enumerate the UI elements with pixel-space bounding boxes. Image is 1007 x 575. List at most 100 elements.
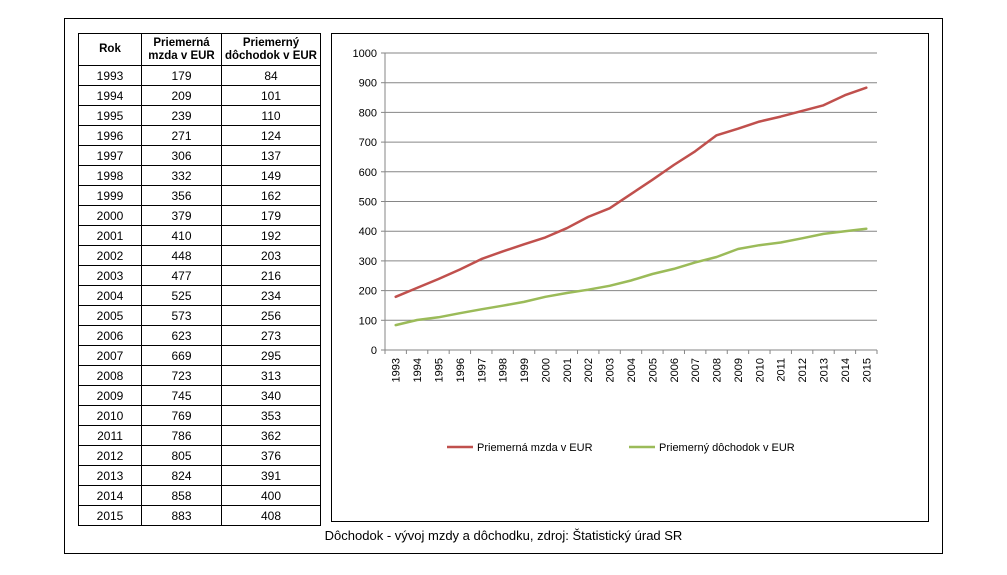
x-tick-label: 1994: [412, 358, 424, 382]
wage-cell: 379: [141, 205, 222, 226]
table-row: 2012 805 376: [78, 445, 321, 466]
header-pension: Priemerný dôchodok v EUR: [221, 33, 321, 66]
x-tick-label: 1997: [476, 358, 488, 382]
year-cell: 2003: [78, 265, 142, 286]
wage-cell: 271: [141, 125, 222, 146]
pension-cell: 376: [221, 445, 321, 466]
wage-cell: 769: [141, 405, 222, 426]
year-cell: 2006: [78, 325, 142, 346]
table-row: 1999 356 162: [78, 185, 321, 206]
pension-cell: 203: [221, 245, 321, 266]
pension-cell: 216: [221, 265, 321, 286]
y-tick-label: 500: [359, 197, 377, 209]
wage-cell: 306: [141, 145, 222, 166]
year-cell: 2012: [78, 445, 142, 466]
x-tick-label: 1993: [391, 358, 403, 382]
wage-cell: 477: [141, 265, 222, 286]
wage-cell: 525: [141, 285, 222, 306]
table-row: 2004 525 234: [78, 285, 321, 306]
pension-cell: 313: [221, 365, 321, 386]
table-row: 2006 623 273: [78, 325, 321, 346]
pension-cell: 124: [221, 125, 321, 146]
x-tick-label: 2007: [690, 358, 702, 382]
data-table: Rok Priemerná mzda v EUR Priemerný dôcho…: [78, 33, 321, 526]
table-row: 2008 723 313: [78, 365, 321, 386]
pension-cell: 353: [221, 405, 321, 426]
figure-caption: Dôchodok - vývoj mzdy a dôchodku, zdroj:…: [324, 528, 683, 543]
year-cell: 2004: [78, 285, 142, 306]
figure-frame: [64, 18, 943, 554]
pension-cell: 408: [221, 505, 321, 526]
x-tick-label: 2000: [540, 358, 552, 382]
x-tick-label: 2013: [819, 358, 831, 382]
pension-cell: 295: [221, 345, 321, 366]
wage-cell: 573: [141, 305, 222, 326]
x-tick-label: 2006: [669, 358, 681, 382]
pension-cell: 149: [221, 165, 321, 186]
x-tick-label: 2011: [776, 358, 788, 382]
chart-svg: 0 100 200 300 400 500 600 700 800 900 1000 1993 1994…: [353, 48, 878, 454]
year-cell: 1998: [78, 165, 142, 186]
table-row: 1997 306 137: [78, 145, 321, 166]
pension-cell: 273: [221, 325, 321, 346]
x-tick-label: 1996: [455, 358, 467, 382]
pension-cell: 400: [221, 485, 321, 506]
table-row: 2001 410 192: [78, 225, 321, 246]
wage-cell: 356: [141, 185, 222, 206]
y-tick-label: 1000: [353, 48, 377, 60]
series-line-2: [394, 227, 868, 327]
table-row: 2010 769 353: [78, 405, 321, 426]
pension-cell: 234: [221, 285, 321, 306]
year-cell: 1999: [78, 185, 142, 206]
year-cell: 2001: [78, 225, 142, 246]
x-tick-label: 1995: [433, 358, 445, 382]
x-tick-label: 2008: [712, 358, 724, 382]
table-row: 2005 573 256: [78, 305, 321, 326]
y-tick-label: 800: [359, 107, 377, 119]
y-tick-label: 600: [359, 167, 377, 179]
pension-cell: 256: [221, 305, 321, 326]
y-tick-label: 100: [359, 315, 377, 327]
year-cell: 1995: [78, 105, 142, 126]
year-cell: 1994: [78, 85, 142, 106]
year-cell: 2009: [78, 385, 142, 406]
year-cell: 2011: [78, 425, 142, 446]
x-tick-label: 1999: [519, 358, 531, 382]
wage-cell: 883: [141, 505, 222, 526]
wage-cell: 623: [141, 325, 222, 346]
year-cell: 2005: [78, 305, 142, 326]
y-tick-label: 300: [359, 256, 377, 268]
y-tick-label: 900: [359, 78, 377, 90]
year-cell: 2002: [78, 245, 142, 266]
year-cell: 2013: [78, 465, 142, 486]
x-tick-label: 2015: [861, 358, 873, 382]
table-row: 2000 379 179: [78, 205, 321, 226]
wage-cell: 858: [141, 485, 222, 506]
wage-cell: 824: [141, 465, 222, 486]
wage-cell: 209: [141, 85, 222, 106]
y-tick-label: 700: [359, 137, 377, 149]
x-tick-label: 2009: [733, 358, 745, 382]
table-row: 2007 669 295: [78, 345, 321, 366]
wage-cell: 448: [141, 245, 222, 266]
pension-cell: 362: [221, 425, 321, 446]
pension-cell: 340: [221, 385, 321, 406]
table-row: 1996 271 124: [78, 125, 321, 146]
series-line-1: [394, 86, 868, 299]
table-row: 2014 858 400: [78, 485, 321, 506]
table-row: 2011 786 362: [78, 425, 321, 446]
x-tick-label: 2004: [626, 358, 638, 382]
wage-cell: 745: [141, 385, 222, 406]
table-row: 2003 477 216: [78, 265, 321, 286]
pension-cell: 192: [221, 225, 321, 246]
year-cell: 2007: [78, 345, 142, 366]
x-tick-label: 2012: [797, 358, 809, 382]
y-tick-label: 400: [359, 226, 377, 238]
pension-cell: 391: [221, 465, 321, 486]
x-tick-label: 1998: [498, 358, 510, 382]
x-tick-label: 2001: [562, 358, 574, 382]
x-tick-label: 2014: [840, 358, 852, 382]
table-header-row: Rok Priemerná mzda v EUR Priemerný dôcho…: [78, 33, 321, 66]
pension-cell: 84: [221, 65, 321, 86]
y-tick-label: 200: [359, 286, 377, 298]
